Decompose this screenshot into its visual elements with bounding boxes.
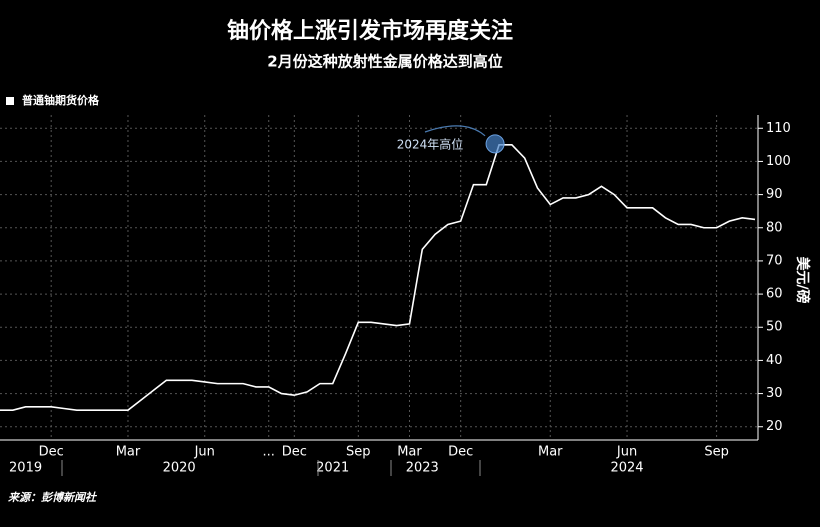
x-tick-label: Sep xyxy=(346,445,371,460)
legend-label: 普通铀期货价格 xyxy=(22,93,100,107)
x-tick-label: Dec xyxy=(282,445,307,460)
annotation: 2024年高位 xyxy=(397,137,464,152)
x-tick-label: Mar xyxy=(116,445,141,460)
source: 来源：彭博新闻社 xyxy=(8,491,98,504)
y-tick-label: 50 xyxy=(766,320,783,335)
x-year-label: 2019 xyxy=(9,461,42,476)
x-tick-label: Dec xyxy=(39,445,64,460)
x-year-label: 2020 xyxy=(163,461,196,476)
y-axis-label: 美元/磅 xyxy=(794,256,811,303)
y-tick-label: 20 xyxy=(766,419,783,434)
x-year-label: 2023 xyxy=(406,461,439,476)
chart-title: 铀价格上涨引发市场再度关注 xyxy=(227,18,513,44)
x-year-label: 2021 xyxy=(316,461,349,476)
x-tick-label: Jun xyxy=(616,445,637,460)
y-tick-label: 30 xyxy=(766,386,783,401)
x-tick-label: Dec xyxy=(448,445,473,460)
peak-highlight xyxy=(485,134,505,154)
y-tick-label: 90 xyxy=(766,187,783,202)
price-line xyxy=(0,144,756,411)
x-tick-label: ... xyxy=(263,445,275,460)
y-tick-label: 110 xyxy=(766,121,791,136)
annotation-arc xyxy=(424,125,486,137)
x-tick-label: Mar xyxy=(397,445,422,460)
y-tick-label: 60 xyxy=(766,287,783,302)
y-tick-label: 70 xyxy=(766,253,783,268)
y-tick-label: 40 xyxy=(766,353,783,368)
x-year-label: 2024 xyxy=(610,461,643,476)
chart-subtitle: 2月份这种放射性金属价格达到高位 xyxy=(267,53,502,71)
x-tick-label: Sep xyxy=(704,445,729,460)
y-tick-label: 80 xyxy=(766,220,783,235)
y-tick-label: 100 xyxy=(766,154,791,169)
x-tick-label: Mar xyxy=(538,445,563,460)
x-tick-label: Jun xyxy=(194,445,215,460)
legend-swatch xyxy=(6,97,14,105)
